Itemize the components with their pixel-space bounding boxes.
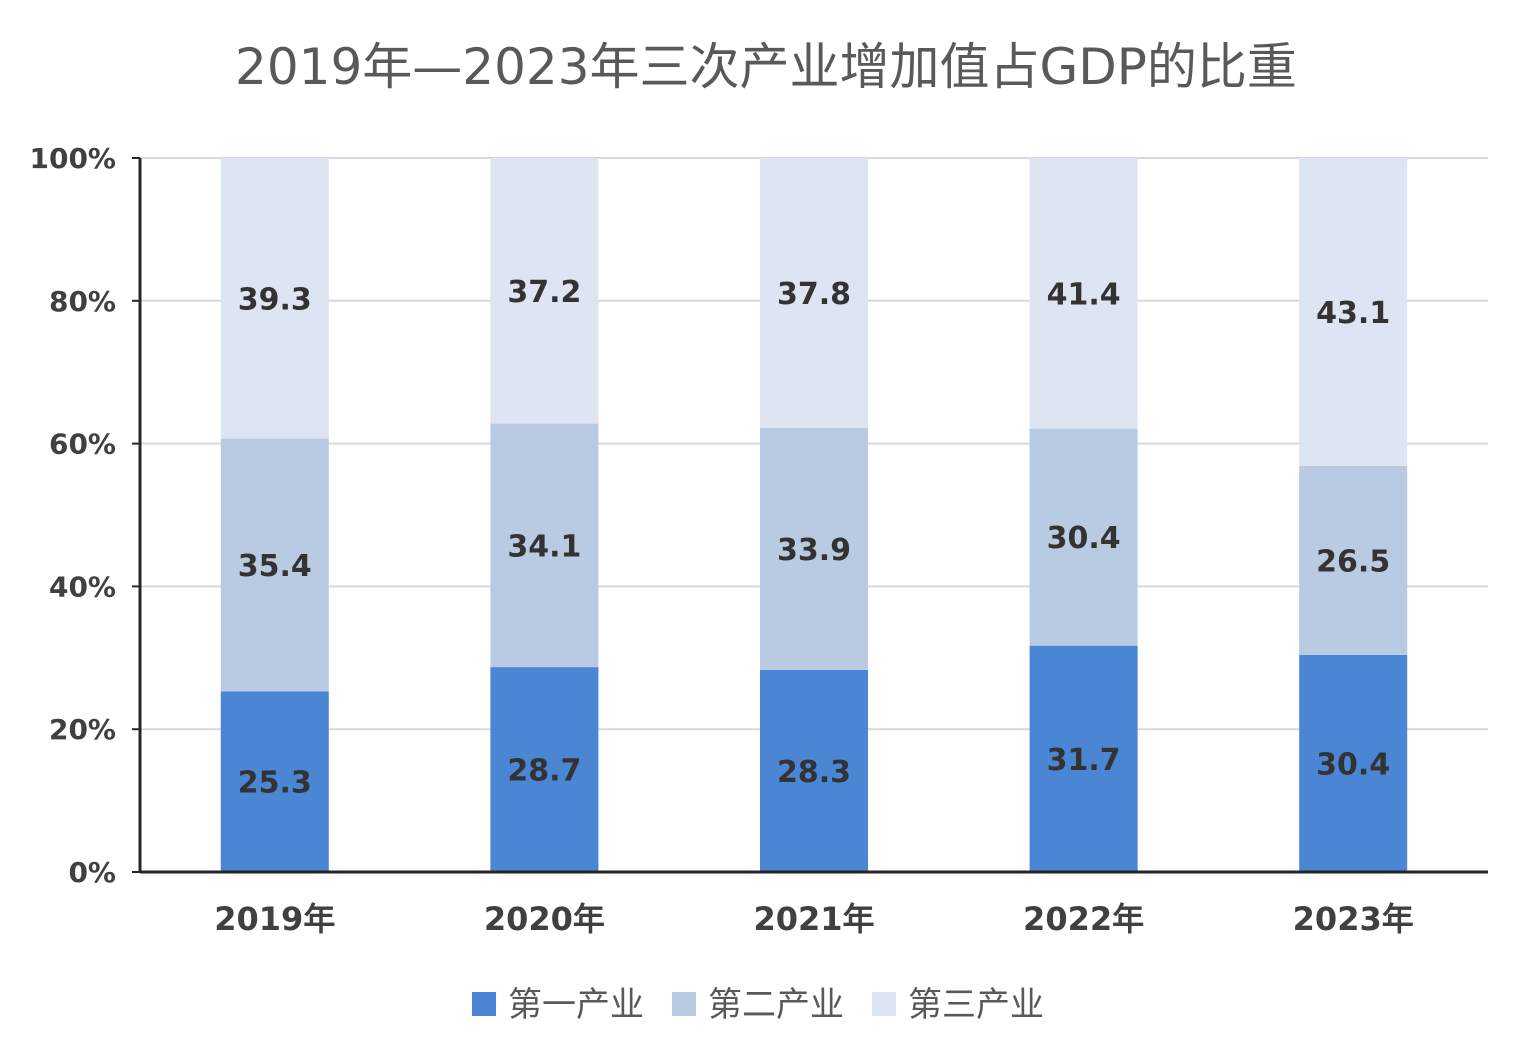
data-label: 39.3 [238,282,312,317]
bar-segment-2 [1299,465,1408,655]
data-label: 34.1 [507,529,581,564]
chart-title: 2019年—2023年三次产业增加值占GDP的比重 [235,38,1297,96]
data-label: 35.4 [238,549,312,584]
y-tick-label: 100% [29,142,116,175]
data-label: 37.2 [507,275,581,310]
legend-label: 第三产业 [908,985,1044,1025]
y-tick-label: 80% [49,285,116,318]
bar-segment-1 [1029,645,1138,872]
x-tick-label: 2022年 [1023,900,1144,938]
x-tick-label: 2019年 [214,900,335,938]
bar-segment-2 [220,438,329,692]
bar-segment-3 [220,158,329,439]
data-labels: 25.3 35.4 39.3 28.7 34.1 37.2 28.3 33.9 37.8 31.7… [238,275,1390,801]
bar-segment-3 [1299,158,1408,466]
legend-label: 第二产业 [708,985,844,1025]
data-label: 25.3 [238,766,312,801]
data-label: 28.3 [777,755,851,790]
y-tick-label: 40% [49,570,116,603]
data-label: 26.5 [1316,544,1390,579]
bar-segment-2 [1029,428,1138,646]
data-label: 43.1 [1316,296,1390,331]
bar-segment-1 [490,667,599,872]
bar-segment-2 [490,423,599,668]
data-label: 31.7 [1047,743,1121,778]
legend: 第一产业 第二产业 第三产业 [472,985,1044,1025]
data-label: 30.4 [1047,521,1121,556]
axes: 0% 20% 40% 60% 80% 100% 2019年 2020年 2021年 2022年 20… [29,142,1488,938]
data-label: 28.7 [507,754,581,789]
bar-segment-1 [760,669,868,872]
bar-segment-3 [760,158,868,428]
bar-segment-3 [1029,158,1138,429]
y-tick-label: 20% [49,713,116,746]
bars [220,158,1408,872]
bar-segment-1 [1299,654,1408,872]
legend-swatch [472,992,496,1016]
x-tick-label: 2021年 [753,900,874,938]
legend-label: 第一产业 [508,985,644,1025]
bar-segment-2 [760,427,868,670]
legend-swatch [672,992,696,1016]
data-label: 33.9 [777,533,851,568]
data-label: 41.4 [1047,277,1121,312]
y-tick-label: 0% [68,856,116,889]
legend-swatch [872,992,896,1016]
x-tick-label: 2023年 [1293,900,1414,938]
x-tick-label: 2020年 [484,900,605,938]
bar-segment-3 [490,158,599,424]
data-label: 30.4 [1316,747,1390,782]
data-label: 37.8 [777,277,851,312]
y-tick-label: 60% [49,428,116,461]
bar-segment-1 [220,691,329,872]
